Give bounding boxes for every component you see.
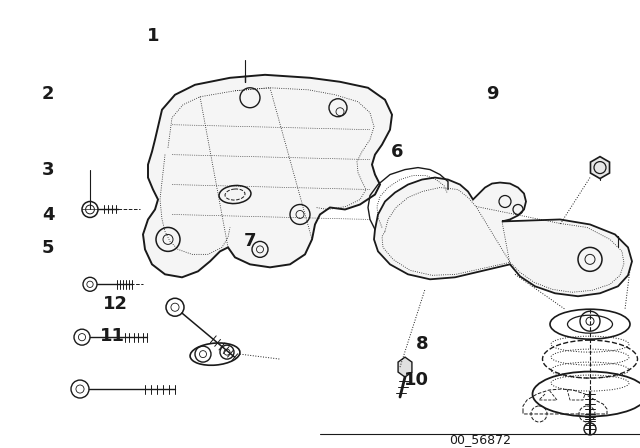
Polygon shape — [591, 157, 609, 179]
Text: 9: 9 — [486, 85, 499, 103]
Text: 3: 3 — [42, 161, 54, 179]
Polygon shape — [398, 357, 412, 377]
Text: 00_56872: 00_56872 — [449, 433, 511, 446]
Text: 11: 11 — [99, 327, 125, 345]
Text: 6: 6 — [390, 143, 403, 161]
Text: 12: 12 — [102, 295, 128, 313]
Text: 2: 2 — [42, 85, 54, 103]
Polygon shape — [374, 177, 632, 296]
Text: 4: 4 — [42, 206, 54, 224]
Text: 8: 8 — [416, 335, 429, 353]
Text: 7: 7 — [243, 233, 256, 250]
Text: 10: 10 — [403, 371, 429, 389]
Text: 1: 1 — [147, 27, 160, 45]
Text: 5: 5 — [42, 239, 54, 257]
Polygon shape — [143, 75, 392, 277]
